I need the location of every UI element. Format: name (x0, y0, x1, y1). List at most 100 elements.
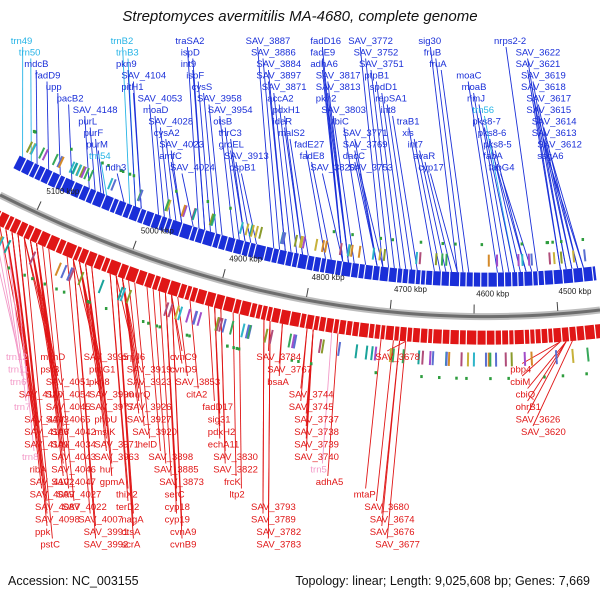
feature-bar (246, 324, 252, 339)
forward-gene-label: accA2 (267, 94, 293, 105)
forward-gene-label: trnB2 (111, 36, 134, 47)
reverse-gene-label: prpJ6 (121, 352, 145, 363)
reverse-gene-label: SAV_4099 (30, 490, 75, 501)
forward-leader-line (305, 150, 326, 259)
reverse-leader-line (381, 340, 401, 527)
genome-summary: Topology: linear; Length: 9,025,608 bp; … (295, 574, 590, 588)
reverse-gene-arrow (380, 325, 386, 340)
reverse-gene-arrow (46, 234, 61, 252)
feature-bar (180, 204, 187, 217)
feature-bar (415, 251, 419, 265)
feature-bar (357, 245, 362, 258)
forward-gene-arrow (225, 236, 236, 253)
reverse-leader-line (300, 328, 308, 402)
reverse-gene-label: SAV_4101 (24, 440, 69, 451)
reverse-gene-label: SAV_4102 (30, 477, 75, 488)
forward-gene-arrow (582, 266, 593, 282)
forward-gene-label: rimJ (467, 94, 485, 105)
forward-gene-label: moaB (462, 82, 487, 93)
forward-leader-line (154, 115, 165, 217)
feature-bar (281, 232, 287, 245)
forward-gene-label: SAV_3817 (316, 71, 361, 82)
reverse-leader-line (171, 294, 183, 364)
reverse-gene-arrow (233, 298, 242, 314)
reverse-leader-line (23, 237, 53, 539)
rna-marker (454, 242, 457, 246)
reverse-gene-arrow (477, 330, 486, 345)
scale-tick-label: 4800 kbp (312, 273, 345, 282)
forward-leader-line (332, 115, 355, 264)
feature-bar (78, 165, 86, 178)
forward-gene-arrow (20, 159, 34, 176)
reverse-gene-label: SAV_3783 (256, 540, 301, 551)
rna-marker (101, 161, 104, 165)
forward-leader-line (527, 69, 561, 270)
feature-bar (320, 239, 326, 253)
forward-gene-label: purF (84, 128, 104, 139)
reverse-gene-arrow (524, 329, 530, 344)
rna-marker (309, 362, 313, 366)
reverse-gene-label: SAV_3992 (84, 540, 129, 551)
feature-bar (0, 235, 3, 243)
forward-gene-label: SAV_3803 (321, 105, 366, 116)
feature-bar (370, 346, 374, 361)
rna-marker (559, 240, 563, 244)
forward-leader-line (435, 58, 464, 273)
forward-gene-arrow (379, 266, 389, 282)
forward-gene-arrow (396, 268, 403, 283)
forward-leader-line (483, 127, 516, 273)
reverse-gene-label: SAV_3677 (375, 540, 420, 551)
forward-gene-arrow (114, 200, 127, 216)
forward-gene-arrow (271, 248, 280, 264)
feature-bar (163, 302, 170, 317)
reverse-gene-label: fadD17 (202, 402, 233, 413)
forward-leader-line (413, 138, 441, 272)
reverse-gene-label: terD2 (116, 502, 139, 513)
rna-marker (441, 242, 444, 246)
forward-gene-label: ispD (181, 48, 200, 59)
feature-bar (323, 240, 328, 253)
forward-gene-label: pks8-6 (478, 128, 507, 139)
forward-gene-label: int7 (408, 140, 423, 151)
feature-bar (445, 351, 448, 366)
forward-gene-arrow (497, 272, 505, 287)
reverse-gene-label: SAV_4106 (24, 427, 69, 438)
scale-tick-label: 4600 kbp (476, 290, 509, 299)
reverse-leader-line (5, 229, 27, 402)
rna-marker (141, 320, 145, 324)
rna-marker (7, 266, 11, 270)
rna-marker (391, 238, 395, 242)
feature-bar (38, 147, 46, 159)
reverse-gene-label: SAV_3885 (154, 465, 199, 476)
feature-bar (208, 213, 215, 226)
feature-bar (240, 323, 246, 338)
reverse-leader-line (36, 243, 64, 477)
feature-bar (238, 221, 244, 234)
forward-gene-label: SAV_3887 (246, 36, 291, 47)
rna-marker (188, 334, 191, 338)
reverse-gene-label: trn8 (22, 452, 38, 463)
reverse-gene-label: SAV_3789 (251, 515, 296, 526)
reverse-gene-arrow (374, 324, 381, 339)
forward-leader-line (192, 69, 206, 230)
reverse-gene-label: SAV_3995 (84, 352, 129, 363)
reverse-gene-label: SAV_3873 (159, 477, 204, 488)
reverse-gene-arrow (352, 321, 360, 337)
forward-gene-label: fruB (424, 48, 441, 59)
reverse-gene-label: pstB (40, 365, 59, 376)
reverse-leader-line (0, 254, 21, 364)
feature-bar (263, 328, 269, 343)
feature-bar (349, 244, 354, 257)
forward-gene-arrow (194, 228, 205, 244)
reverse-gene-label: SAV_3740 (294, 452, 339, 463)
reverse-gene-label: SAV_3767 (267, 365, 312, 376)
forward-leader-line (84, 115, 90, 188)
forward-gene-arrow (518, 271, 524, 287)
forward-gene-label: SAV_4028 (148, 117, 193, 128)
forward-gene-label: ssgA6 (537, 151, 563, 162)
feature-bar (125, 289, 133, 304)
forward-gene-arrow (562, 268, 574, 284)
reverse-gene-arrow (368, 323, 375, 339)
reverse-gene-label: murQ (127, 390, 151, 401)
forward-gene-label: pkn9 (116, 59, 137, 70)
